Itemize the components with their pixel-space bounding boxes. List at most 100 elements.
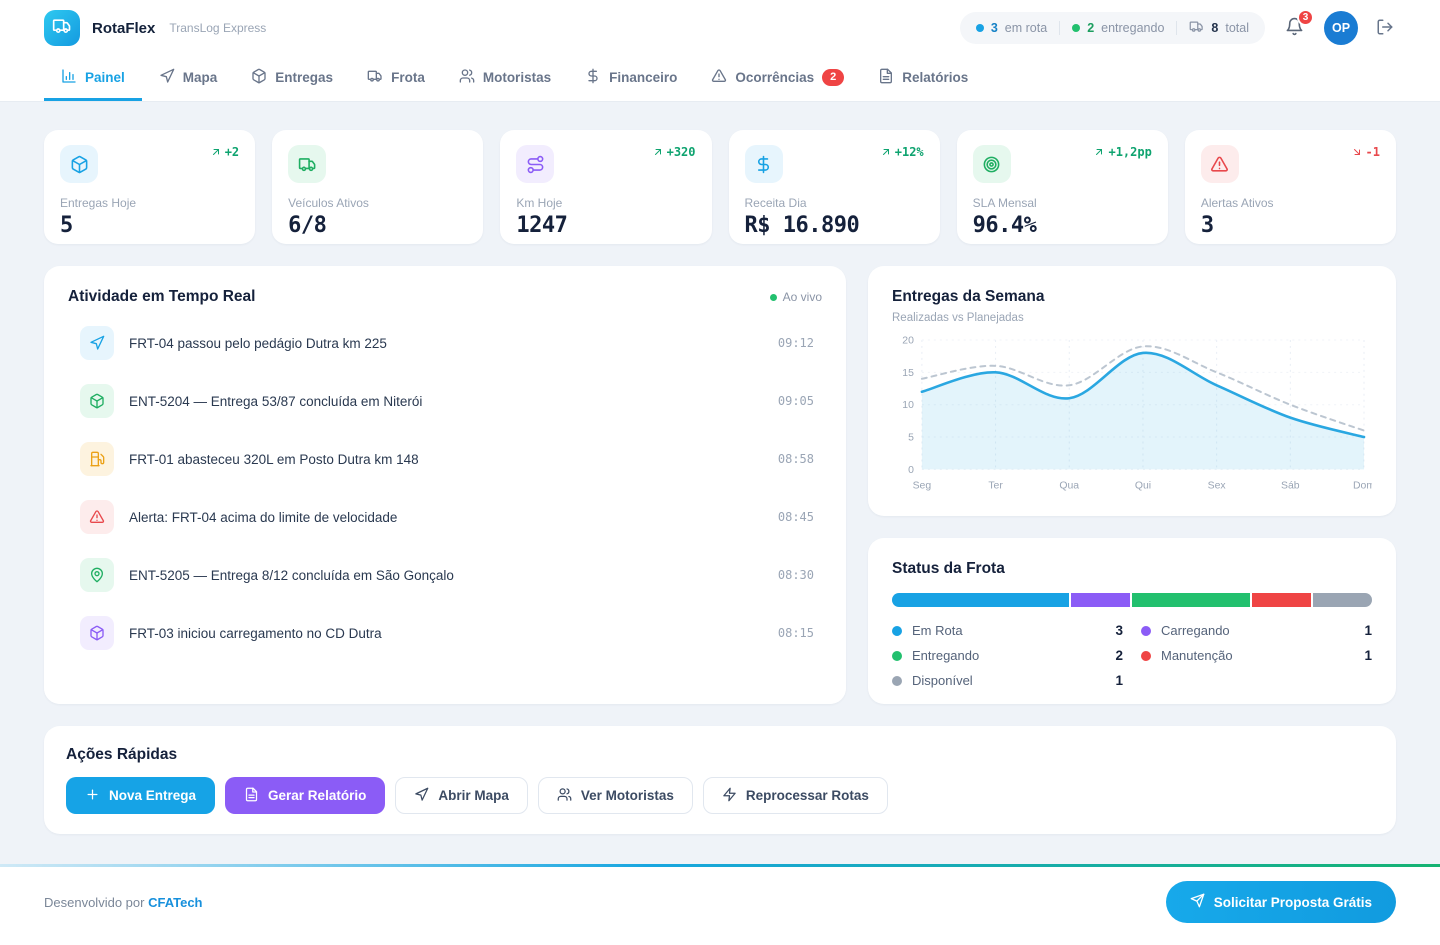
pill-label: em rota <box>1004 21 1048 35</box>
tab-label: Financeiro <box>609 69 678 85</box>
kpi-label: Km Hoje <box>516 196 563 210</box>
activity-item[interactable]: ENT-5204 — Entrega 53/87 concluída em Ni… <box>68 372 822 430</box>
abrir-mapa-button[interactable]: Abrir Mapa <box>395 777 528 814</box>
legend-value: 2 <box>1115 648 1123 663</box>
kpi-value: 3 <box>1200 213 1214 238</box>
kpi-value: 6/8 <box>288 213 327 238</box>
svg-text:5: 5 <box>908 433 914 444</box>
activity-item[interactable]: Alerta: FRT-04 acima do limite de veloci… <box>68 488 822 546</box>
notifications-badge: 3 <box>1297 9 1314 26</box>
tab-entregas[interactable]: Entregas <box>234 56 350 101</box>
navigation-icon <box>80 326 114 360</box>
tab-financeiro[interactable]: Financeiro <box>568 56 694 101</box>
kpi-label: Receita Dia <box>744 196 807 210</box>
tab-label: Frota <box>391 69 425 85</box>
button-label: Abrir Mapa <box>438 788 509 803</box>
reprocessar-rotas-button[interactable]: Reprocessar Rotas <box>702 777 888 814</box>
activity-item[interactable]: FRT-03 iniciou carregamento no CD Dutra 0… <box>68 604 822 662</box>
fleet-seg-entregando <box>1132 593 1250 607</box>
kpi-trend: +320 <box>652 145 696 159</box>
pill-value: 3 <box>990 21 998 35</box>
legend-label: Disponível <box>912 673 973 688</box>
truck-icon <box>288 145 327 183</box>
avatar[interactable]: OP <box>1324 11 1358 45</box>
fleet-title: Status da Frota <box>892 560 1005 577</box>
activity-text: FRT-01 abasteceu 320L em Posto Dutra km … <box>129 451 419 467</box>
logout-button[interactable] <box>1374 16 1396 41</box>
button-label: Reprocessar Rotas <box>745 788 869 803</box>
live-label: Ao vivo <box>782 290 822 304</box>
tab-painel[interactable]: Painel <box>44 56 142 101</box>
legend-label: Manutenção <box>1161 648 1233 663</box>
cfatech-link[interactable]: CFATech <box>148 894 203 910</box>
week-chart-svg: 0 5 10 15 20 Seg Ter Qua Qui Sex Sáb Dom <box>902 335 1372 491</box>
fleet-status-pill: 3 em rota 2 entregando 8 total <box>959 12 1265 44</box>
activity-item[interactable]: ENT-5205 — Entrega 8/12 concluída em São… <box>68 546 822 604</box>
legend-dot-icon <box>1141 650 1151 661</box>
notifications-button[interactable]: 3 <box>1281 9 1314 43</box>
legend-dot-icon <box>1141 625 1151 636</box>
activity-time: 08:45 <box>777 510 814 524</box>
alert-triangle-icon <box>80 500 114 534</box>
alert-triangle-icon <box>1200 145 1239 183</box>
status-dot-icon <box>1072 24 1081 32</box>
activity-text: Alerta: FRT-04 acima do limite de veloci… <box>129 509 398 525</box>
tab-ocorrencias[interactable]: Ocorrências 2 <box>694 56 861 101</box>
activity-time: 08:30 <box>777 568 814 582</box>
ver-motoristas-button[interactable]: Ver Motoristas <box>537 777 693 814</box>
chart-subtitle: Realizadas vs Planejadas <box>892 312 1024 324</box>
legend-item-em-rota: Em Rota 3 <box>892 623 1123 638</box>
svg-text:0: 0 <box>908 465 914 476</box>
pill-label: entregando <box>1101 21 1165 35</box>
tab-relatorios[interactable]: Relatórios <box>861 56 985 101</box>
legend-label: Entregando <box>912 648 980 663</box>
fleet-status-card: Status da Frota Em Rota 3 Carregando 1 Entre… <box>868 538 1396 704</box>
tab-motoristas[interactable]: Motoristas <box>442 56 568 101</box>
dashboard-main: +2 Entregas Hoje 5 Veículos Ativos 6/8 +320 Km… <box>0 102 1440 834</box>
activity-text: ENT-5205 — Entrega 8/12 concluída em São… <box>129 567 454 583</box>
app-footer: Desenvolvido por CFATech Solicitar Propo… <box>0 864 1440 945</box>
pill-value: 8 <box>1211 21 1219 35</box>
tab-label: Painel <box>85 69 125 85</box>
brand: RotaFlex TransLog Express <box>44 10 266 46</box>
activity-time: 09:05 <box>777 394 814 408</box>
kpi-value: 96.4% <box>972 213 1037 238</box>
tab-label: Motoristas <box>482 69 552 85</box>
request-quote-button[interactable]: Solicitar Proposta Grátis <box>1165 881 1396 923</box>
activity-item[interactable]: FRT-04 passou pelo pedágio Dutra km 225 0… <box>68 314 822 372</box>
legend-dot-icon <box>892 625 902 636</box>
activity-item[interactable]: FRT-01 abasteceu 320L em Posto Dutra km … <box>68 430 822 488</box>
svg-text:15: 15 <box>902 368 914 379</box>
nova-entrega-button[interactable]: Nova Entrega <box>66 777 216 814</box>
svg-text:Qua: Qua <box>1059 480 1079 491</box>
legend-dot-icon <box>892 650 902 661</box>
live-dot-icon <box>769 293 777 301</box>
activity-time: 08:15 <box>777 626 814 640</box>
app-header: RotaFlex TransLog Express 3 em rota 2 entre… <box>0 0 1440 102</box>
logout-icon <box>1376 19 1394 39</box>
tab-mapa[interactable]: Mapa <box>142 56 235 101</box>
pill-item-em-rota: 3 em rota <box>975 21 1048 35</box>
pill-separator <box>1059 21 1061 35</box>
file-text-icon <box>878 68 894 87</box>
footer-gradient-line <box>0 864 1440 867</box>
fleet-seg-carregando <box>1071 593 1130 607</box>
kpi-card-km-hoje: +320 Km Hoje 1247 <box>500 130 712 244</box>
package-icon <box>80 616 114 650</box>
pill-separator <box>1176 21 1178 35</box>
gerar-relatorio-button[interactable]: Gerar Relatório <box>225 777 386 814</box>
tab-frota[interactable]: Frota <box>350 56 442 101</box>
quick-actions-card: Ações Rápidas Nova Entrega Gerar Relatóri… <box>44 726 1396 834</box>
legend-item-carregando: Carregando 1 <box>1141 623 1372 638</box>
developed-by-prefix: Desenvolvido por <box>44 894 145 910</box>
kpi-value: 1247 <box>516 213 568 238</box>
svg-text:Seg: Seg <box>913 480 932 491</box>
fleet-seg-manutencao <box>1252 593 1311 607</box>
legend-item-disponivel: Disponível 1 <box>892 673 1123 688</box>
kpi-label: Entregas Hoje <box>60 196 137 210</box>
pill-value: 2 <box>1087 21 1095 35</box>
tab-label: Relatórios <box>902 69 969 85</box>
kpi-trend: +1,2pp <box>1093 145 1152 159</box>
kpi-label: Veículos Ativos <box>288 196 369 210</box>
legend-value: 1 <box>1115 673 1123 688</box>
